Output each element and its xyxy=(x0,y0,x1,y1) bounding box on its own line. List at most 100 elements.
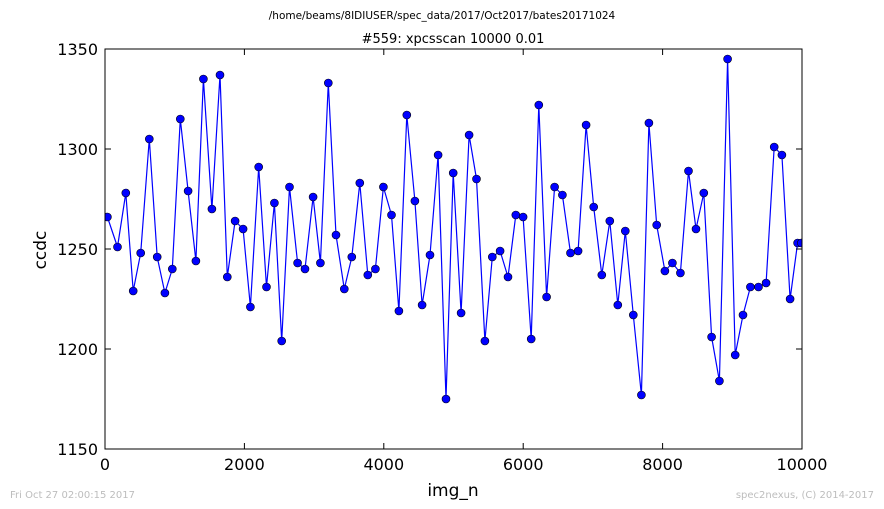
data-point xyxy=(581,120,591,130)
data-point xyxy=(487,252,497,262)
data-point xyxy=(238,224,248,234)
data-point xyxy=(613,300,623,310)
data-point xyxy=(379,182,388,192)
data-point xyxy=(355,178,365,188)
data-point xyxy=(145,134,154,144)
data-point xyxy=(573,246,583,256)
data-point xyxy=(277,336,287,346)
data-point xyxy=(270,198,279,208)
data-point xyxy=(113,242,122,252)
x-tick-label: 6000 xyxy=(503,455,544,474)
data-point xyxy=(777,150,787,160)
data-point xyxy=(300,264,310,274)
data-point xyxy=(668,258,677,268)
data-point xyxy=(620,226,630,236)
data-point xyxy=(433,150,443,160)
y-tick-label: 1250 xyxy=(57,240,98,259)
data-point xyxy=(518,212,528,222)
data-point xyxy=(308,192,318,202)
data-point xyxy=(472,174,481,184)
y-axis-label: ccdc xyxy=(31,231,51,270)
data-point xyxy=(417,300,427,310)
data-point xyxy=(331,230,341,240)
data-point xyxy=(316,258,325,268)
data-point xyxy=(246,302,255,312)
data-point xyxy=(448,168,458,178)
data-point xyxy=(136,248,145,258)
data-point xyxy=(223,272,232,282)
data-point xyxy=(660,266,670,276)
y-tick-label: 1200 xyxy=(57,340,98,359)
data-point xyxy=(207,204,217,214)
x-tick-label: 2000 xyxy=(224,455,265,474)
data-point xyxy=(628,310,638,320)
data-point xyxy=(534,100,544,110)
series-group xyxy=(105,54,802,404)
data-point xyxy=(215,70,225,80)
data-point xyxy=(715,376,724,386)
data-point xyxy=(676,268,685,278)
x-tick-label: 8000 xyxy=(642,455,683,474)
data-point xyxy=(464,130,474,140)
data-point xyxy=(121,188,131,198)
data-point xyxy=(339,284,349,294)
data-point xyxy=(558,190,567,200)
data-point xyxy=(723,54,732,64)
chart-suptitle: /home/beams/8IDIUSER/spec_data/2017/Oct2… xyxy=(269,10,616,22)
data-point xyxy=(746,282,755,292)
data-point xyxy=(495,246,505,256)
plot-frame xyxy=(104,48,803,450)
data-point xyxy=(441,394,451,404)
data-point xyxy=(262,282,271,292)
data-point xyxy=(425,250,435,260)
data-point xyxy=(293,258,302,268)
data-point xyxy=(176,114,185,124)
x-tick-label: 0 xyxy=(100,455,110,474)
y-tick-label: 1300 xyxy=(57,140,98,159)
y-tick-label: 1350 xyxy=(57,40,98,59)
x-axis-label: img_n xyxy=(427,481,478,501)
data-point xyxy=(503,272,513,282)
data-point xyxy=(637,390,646,400)
data-point xyxy=(152,252,162,262)
data-point xyxy=(199,74,208,84)
data-point xyxy=(738,310,748,320)
data-point xyxy=(699,188,709,198)
data-point xyxy=(347,252,357,262)
data-point xyxy=(511,210,521,220)
data-point xyxy=(769,142,779,152)
chart-title: #559: xpcsscan 10000 0.01 xyxy=(362,32,545,47)
data-point xyxy=(707,332,716,342)
data-point xyxy=(402,110,412,120)
plot-area: 0 2000 4000 6000 8000 10000 1150 1200 1250 1300 13… xyxy=(57,40,827,474)
data-point xyxy=(480,336,490,346)
data-point xyxy=(684,166,693,176)
data-point xyxy=(691,224,701,234)
data-point xyxy=(761,278,771,288)
data-point xyxy=(394,306,404,316)
data-point xyxy=(754,282,763,292)
data-point xyxy=(797,238,802,248)
data-point xyxy=(550,182,559,192)
data-point xyxy=(589,202,599,212)
data-point xyxy=(652,220,662,230)
data-point xyxy=(456,308,466,318)
data-point xyxy=(363,270,373,280)
data-point xyxy=(597,270,607,280)
data-point xyxy=(183,186,193,196)
data-point xyxy=(285,182,294,192)
data-point xyxy=(387,210,396,220)
data-point xyxy=(168,264,177,274)
data-point xyxy=(254,162,264,172)
data-point xyxy=(128,286,138,296)
data-point xyxy=(191,256,201,266)
series-line xyxy=(106,58,802,400)
data-point xyxy=(105,212,112,222)
footer-credit: spec2nexus, (C) 2014-2017 xyxy=(736,490,874,501)
data-point xyxy=(730,350,740,360)
data-point xyxy=(160,288,170,298)
data-point xyxy=(410,196,420,206)
y-tick-label: 1150 xyxy=(57,440,98,459)
data-point xyxy=(526,334,536,344)
